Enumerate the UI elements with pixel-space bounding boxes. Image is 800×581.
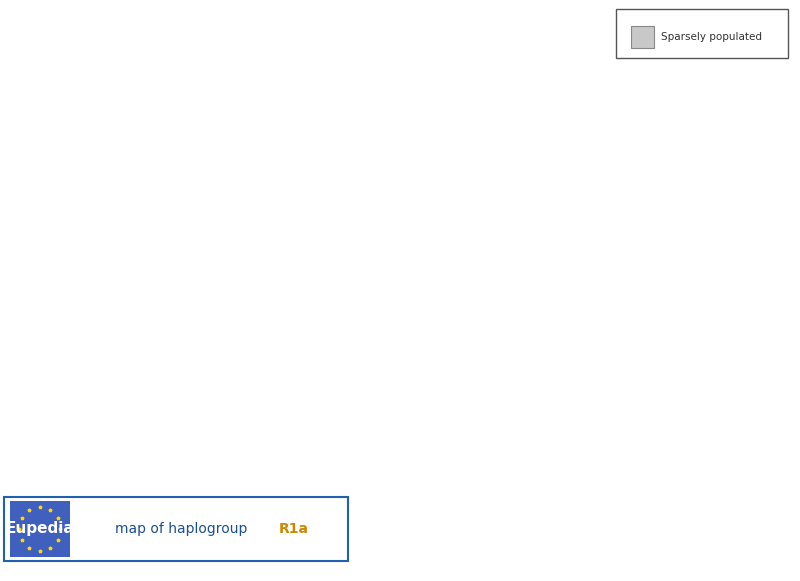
Text: map of haplogroup: map of haplogroup [115, 522, 248, 536]
Bar [631, 26, 654, 48]
Text: R1a: R1a [278, 522, 309, 536]
FancyBboxPatch shape [4, 497, 348, 561]
Text: Sparsely populated: Sparsely populated [661, 31, 762, 42]
Bar [10, 501, 70, 557]
Text: Eupedia: Eupedia [6, 521, 74, 536]
FancyBboxPatch shape [616, 9, 788, 58]
